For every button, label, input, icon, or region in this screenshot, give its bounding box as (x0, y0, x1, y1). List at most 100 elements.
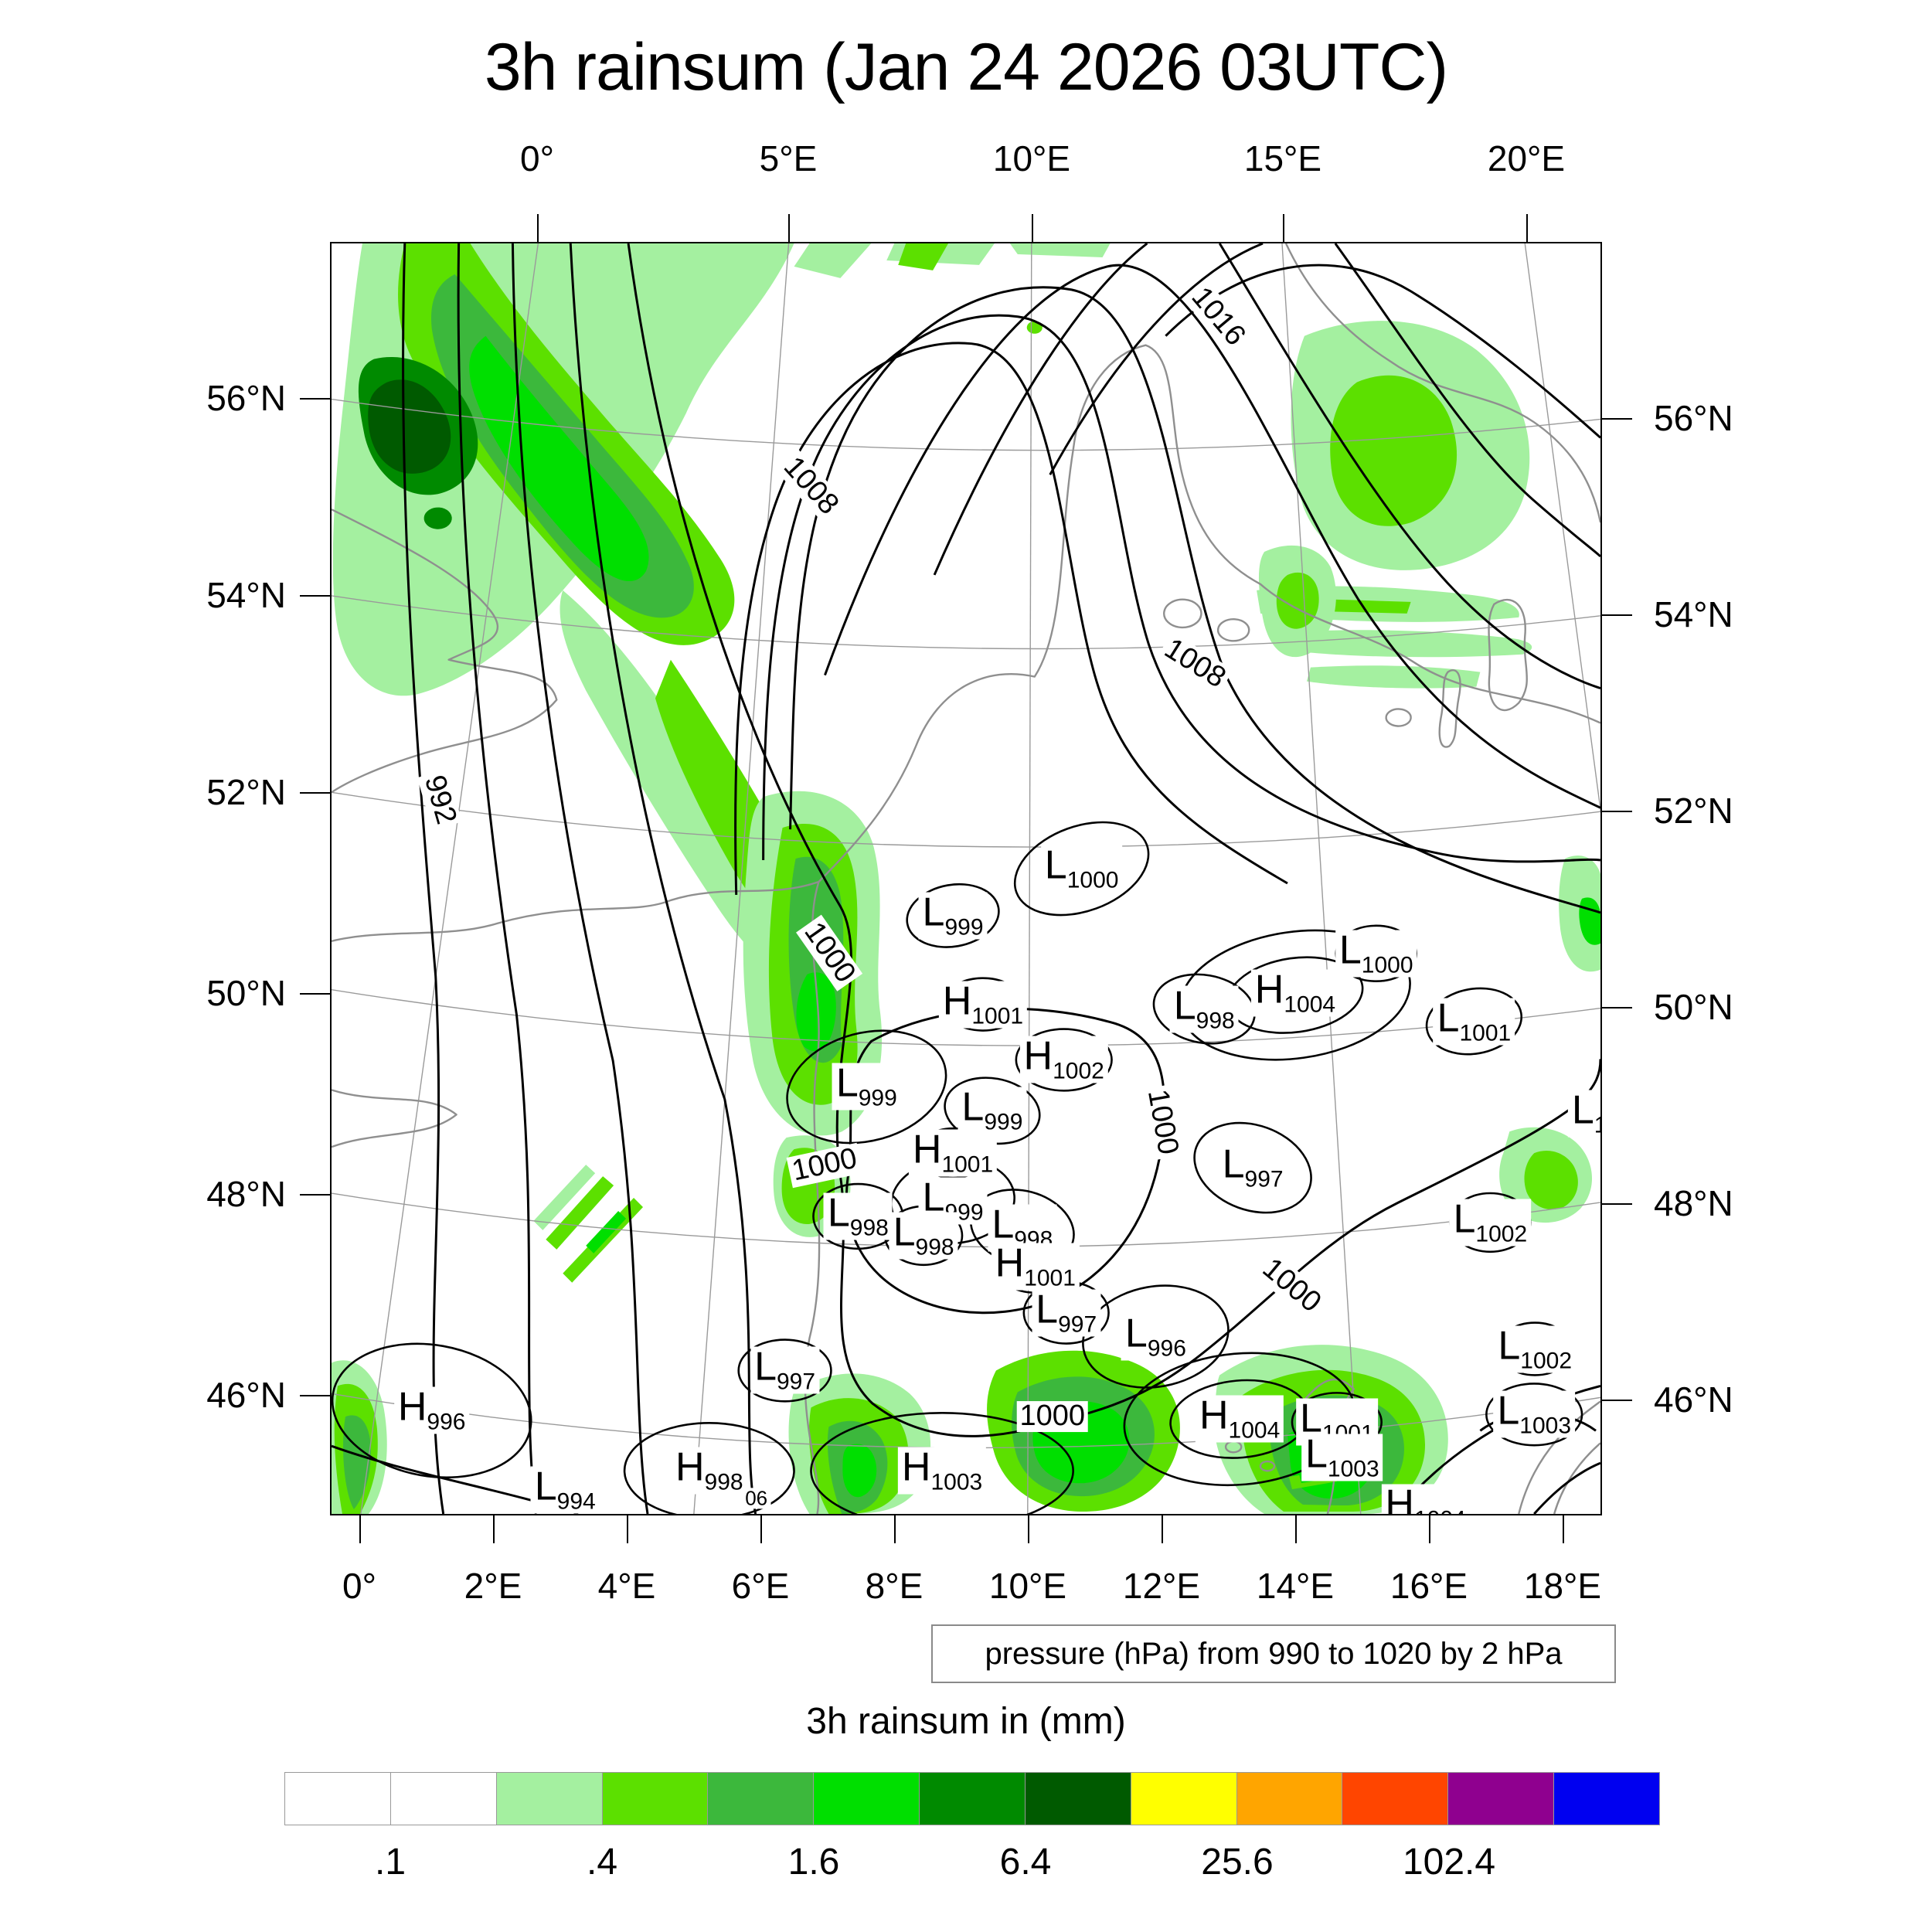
colorbar-segment-11 (1342, 1773, 1449, 1825)
pressure-center-H1004: H1004 (1250, 967, 1340, 1017)
pressure-center-H998: H998 (671, 1444, 747, 1495)
bottom-tick (760, 1515, 762, 1543)
rain-shading-layer (332, 243, 1600, 1514)
pressure-center-letter: H (1254, 967, 1284, 1012)
colorbar-segment-4 (602, 1773, 709, 1825)
right-tick (1602, 614, 1632, 616)
pressure-center-value: 1004 (1228, 1417, 1281, 1444)
top-tick (788, 214, 790, 242)
pressure-center-letter: H (942, 978, 972, 1024)
pressure-center-letter: H (1385, 1481, 1414, 1515)
left-tick (300, 993, 330, 995)
right-tick (1602, 1203, 1632, 1205)
isobar-label-06: 06 (742, 1488, 771, 1509)
pressure-center-L1003: L1003 (1301, 1434, 1383, 1481)
pressure-center-letter: L (754, 1344, 777, 1389)
pressure-center-L1000: L1000 (1335, 930, 1417, 978)
left-axis-label: 52°N (206, 772, 286, 812)
bottom-tick (1563, 1515, 1564, 1543)
pressure-center-letter: L (827, 1190, 850, 1236)
pressure-center-L999: L999 (957, 1087, 1027, 1134)
pressure-center-value: 999 (858, 1085, 897, 1111)
map-canvas (332, 243, 1600, 1514)
colorbar-tick-label: 102.4 (1402, 1842, 1496, 1883)
pressure-center-L997: L997 (750, 1344, 820, 1394)
pressure-center-value: 999 (944, 914, 984, 940)
right-axis-label: 52°N (1654, 791, 1733, 831)
bottom-tick (1295, 1515, 1297, 1543)
left-tick (300, 1194, 330, 1196)
pressure-legend-text: pressure (hPa) from 990 to 1020 by 2 hPa (985, 1637, 1563, 1671)
pressure-center-letter: H (912, 1127, 942, 1172)
bottom-axis-label: 12°E (1122, 1566, 1201, 1606)
pressure-center-letter: L (1571, 1087, 1594, 1133)
bottom-axis-label: 14°E (1256, 1566, 1335, 1606)
pressure-center-H1002: H1002 (1019, 1036, 1108, 1083)
map-plot-area: L1000 L999 H1001 H1002 L998 H1004 L1000 L1001 L9… (330, 242, 1602, 1515)
pressure-center-L999: L999 (918, 889, 988, 940)
colorbar-segment-3 (496, 1773, 603, 1825)
colorbar-title: 3h rainsum in (mm) (806, 1701, 1126, 1742)
right-axis-label: 54°N (1654, 594, 1733, 634)
top-tick (537, 214, 539, 242)
pressure-center-L999: L999 (832, 1063, 901, 1111)
bottom-tick (493, 1515, 495, 1543)
pressure-center-value: 994 (556, 1488, 596, 1515)
pressure-center-L10: L10 (1567, 1087, 1600, 1138)
pressure-center-H1004: H1004 (1195, 1395, 1284, 1444)
pressure-center-L1002: L1002 (1494, 1323, 1577, 1373)
left-tick (300, 1395, 330, 1396)
colorbar (284, 1772, 1660, 1825)
page-title: 3h rainsum (Jan 24 2026 03UTC) (484, 30, 1448, 104)
pressure-center-L998: L998 (823, 1190, 893, 1241)
pressure-center-value: 1004 (1414, 1507, 1466, 1514)
pressure-center-letter: L (922, 889, 945, 935)
left-tick (300, 792, 330, 794)
isobar-layer (332, 243, 1600, 1514)
bottom-axis-label: 8°E (865, 1566, 923, 1606)
pressure-center-L996: L996 (1121, 1311, 1190, 1361)
pressure-center-H1001: H1001 (908, 1127, 998, 1177)
pressure-center-L1003: L1003 (1493, 1388, 1576, 1438)
top-tick (1032, 214, 1033, 242)
pressure-center-letter: L (922, 1175, 945, 1220)
pressure-center-H996: H996 (393, 1384, 470, 1434)
left-tick (300, 595, 330, 597)
colorbar-segment-9 (1131, 1773, 1237, 1825)
pressure-center-value: 998 (915, 1234, 954, 1260)
colorbar-segment-2 (390, 1773, 497, 1825)
pressure-center-H1001: H1001 (991, 1243, 1080, 1291)
pressure-center-H1001: H1001 (938, 978, 1028, 1029)
pressure-center-letter: L (1173, 983, 1196, 1029)
pressure-center-value: 997 (1058, 1311, 1097, 1338)
pressure-center-value: 1001 (1024, 1265, 1076, 1291)
right-axis-label: 48°N (1654, 1183, 1733, 1223)
colorbar-segment-1 (285, 1773, 391, 1825)
colorbar-tick-label: 25.6 (1201, 1842, 1274, 1883)
colorbar-tick-label: 6.4 (999, 1842, 1052, 1883)
right-axis-label: 46°N (1654, 1379, 1733, 1420)
pressure-center-letter: L (1497, 1388, 1520, 1434)
isobar-label-1000: 1000 (1016, 1400, 1088, 1433)
pressure-center-letter: H (397, 1384, 427, 1430)
right-tick (1602, 418, 1632, 420)
pressure-center-value: 1001 (971, 1003, 1024, 1029)
top-axis-label: 15°E (1243, 138, 1322, 179)
pressure-center-L1001: L1001 (1433, 998, 1515, 1046)
pressure-center-letter: L (1044, 842, 1067, 888)
pressure-center-letter: H (675, 1444, 705, 1490)
top-axis-label: 0° (520, 138, 554, 179)
pressure-center-value: 10 (1594, 1113, 1600, 1138)
pressure-center-letter: L (1124, 1311, 1148, 1356)
pressure-center-L998: L998 (889, 1212, 958, 1260)
right-axis-label: 56°N (1654, 398, 1733, 438)
right-tick (1602, 1007, 1632, 1009)
pressure-center-value: 1002 (1475, 1221, 1528, 1247)
bottom-axis-label: 0° (342, 1566, 376, 1606)
right-tick (1602, 811, 1632, 812)
pressure-center-letter: L (1036, 1287, 1059, 1332)
pressure-center-letter: L (1498, 1323, 1521, 1369)
bottom-tick (1162, 1515, 1163, 1543)
pressure-center-value: 998 (849, 1215, 889, 1241)
top-axis-label: 20°E (1487, 138, 1566, 179)
